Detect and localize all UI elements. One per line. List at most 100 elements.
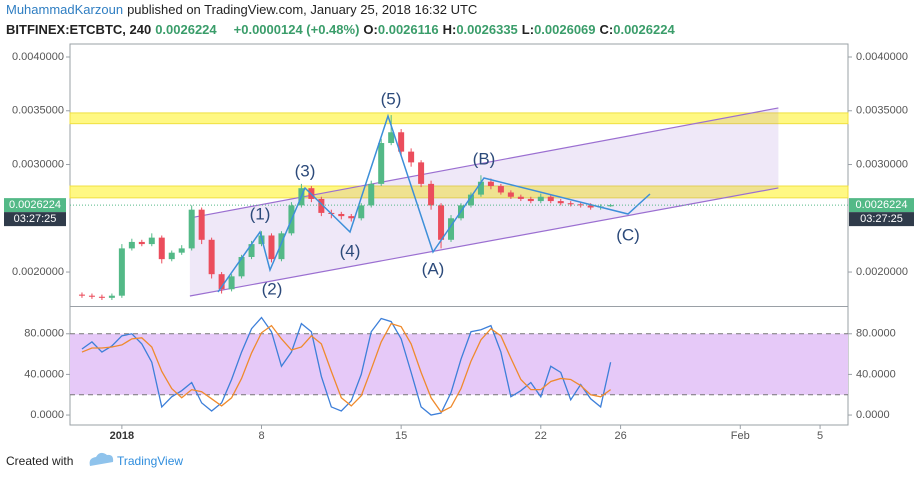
candle-body	[88, 295, 95, 297]
footer-brand[interactable]: TradingView	[117, 454, 183, 468]
y-tick-label: 0.0035000	[12, 105, 64, 117]
candle-body	[218, 274, 225, 290]
candle-body	[398, 132, 405, 152]
zone	[69, 185, 849, 199]
channel-fill	[189, 107, 779, 297]
ohlc-key: O:	[363, 22, 377, 37]
candle-body	[148, 237, 155, 245]
candle-body	[547, 196, 554, 202]
footer-created: Created with	[6, 454, 73, 468]
candle-body	[168, 252, 175, 260]
channel-line	[189, 107, 779, 219]
pane-frame	[69, 43, 849, 426]
candle-body	[268, 235, 275, 260]
y-tick-label: 0.0030000	[856, 158, 908, 170]
candle-body	[78, 294, 85, 296]
candle-body	[188, 209, 195, 249]
candle-body	[448, 218, 455, 240]
y-tick-label: 0.0040000	[12, 51, 64, 63]
candle-body	[567, 203, 574, 205]
countdown-label: 03:27:25	[14, 213, 57, 225]
wave-line	[217, 113, 651, 293]
candle-body	[497, 186, 504, 193]
chart-area: (1) (2) (3) (4) (5) (A) (B) (C) 0.0020000 0.00200…	[4, 43, 914, 442]
ohlc-value: 0.0026069	[534, 22, 595, 37]
y-tick-label: 0.0000	[856, 409, 890, 421]
y-tick-label: 0.0040000	[856, 51, 908, 63]
x-tick-label: 2018	[110, 430, 134, 442]
y-tick-label: 80.0000	[24, 328, 64, 340]
ohlc-value: 0.0026335	[456, 22, 517, 37]
wave-label: (1)	[250, 204, 271, 223]
candle-body	[128, 241, 135, 249]
candle-body	[108, 295, 115, 298]
author[interactable]: MuhammadKarzoun	[6, 2, 123, 17]
ohlc-key: H:	[443, 22, 457, 37]
y-tick-label: 0.0035000	[856, 105, 908, 117]
x-tick-label: 22	[535, 430, 547, 442]
candle-body	[278, 233, 285, 260]
candle-body	[118, 248, 125, 296]
candle-body	[388, 132, 395, 144]
candle-body	[477, 181, 484, 195]
candle-body	[438, 205, 445, 240]
candle-body	[418, 162, 425, 184]
ohlc-value: 0.0026116	[378, 22, 439, 37]
symbol-line: BITFINEX:ETCBTC, 240 0.0026224 +0.0000124 …	[6, 22, 675, 37]
x-tick-label: 8	[258, 430, 264, 442]
candle-body	[557, 201, 564, 204]
y-tick-label: 40.0000	[24, 368, 64, 380]
y-tick-label: 0.0020000	[12, 266, 64, 278]
wave-label: (2)	[262, 279, 283, 298]
ohlc-key: C:	[600, 22, 614, 37]
candle-body	[138, 241, 145, 245]
candle-body	[467, 194, 474, 206]
wave-label: (C)	[616, 225, 640, 244]
channel-line	[189, 187, 779, 297]
y-tick-label: 80.0000	[856, 328, 896, 340]
candle-body	[198, 209, 205, 240]
price-badge-label: 0.0026224	[856, 199, 908, 211]
candle-body	[607, 205, 614, 207]
y-tick-label: 40.0000	[856, 368, 896, 380]
candle-body	[238, 256, 245, 277]
candle-body	[368, 183, 375, 206]
wave-label: (3)	[295, 161, 316, 180]
candle-body	[98, 296, 105, 298]
candle-body	[378, 143, 385, 184]
candle-body	[487, 181, 494, 187]
candle-body	[408, 151, 415, 163]
countdown-label: 03:27:25	[860, 213, 903, 225]
candle-body	[428, 183, 435, 206]
x-tick-label: 5	[817, 430, 823, 442]
header-line: MuhammadKarzoun published on TradingView.…	[6, 2, 477, 17]
candle-body	[537, 196, 544, 202]
countdown-badge	[849, 212, 914, 227]
candle-body	[228, 276, 235, 290]
change: +0.0000124 (+0.48%)	[234, 22, 360, 37]
y-tick-label: 0.0020000	[856, 266, 908, 278]
symbol: BITFINEX:ETCBTC, 240	[6, 22, 151, 37]
y-tick-label: 0.0000	[30, 409, 64, 421]
x-tick-label: Feb	[731, 430, 750, 442]
published: published on TradingView.com, January 25…	[127, 2, 477, 17]
x-tick-label: 15	[395, 430, 407, 442]
candle-body	[318, 198, 325, 213]
price-badge-label: 0.0026224	[9, 199, 61, 211]
ohlc-value: 0.0026224	[613, 22, 675, 37]
candle-body	[527, 198, 534, 202]
y-tick-label: 0.0030000	[12, 158, 64, 170]
stoch-line	[81, 322, 611, 413]
countdown-badge	[4, 212, 66, 227]
candle-body	[517, 196, 524, 199]
wave-label: (5)	[381, 89, 402, 108]
candle-body	[587, 205, 594, 208]
wave-label: (4)	[340, 241, 361, 260]
zone	[69, 112, 849, 125]
last-price: 0.0026224	[155, 22, 217, 37]
logo	[89, 452, 114, 466]
price-badge	[849, 198, 914, 213]
candle-body	[208, 239, 215, 275]
ohlc-key: L:	[522, 22, 534, 37]
